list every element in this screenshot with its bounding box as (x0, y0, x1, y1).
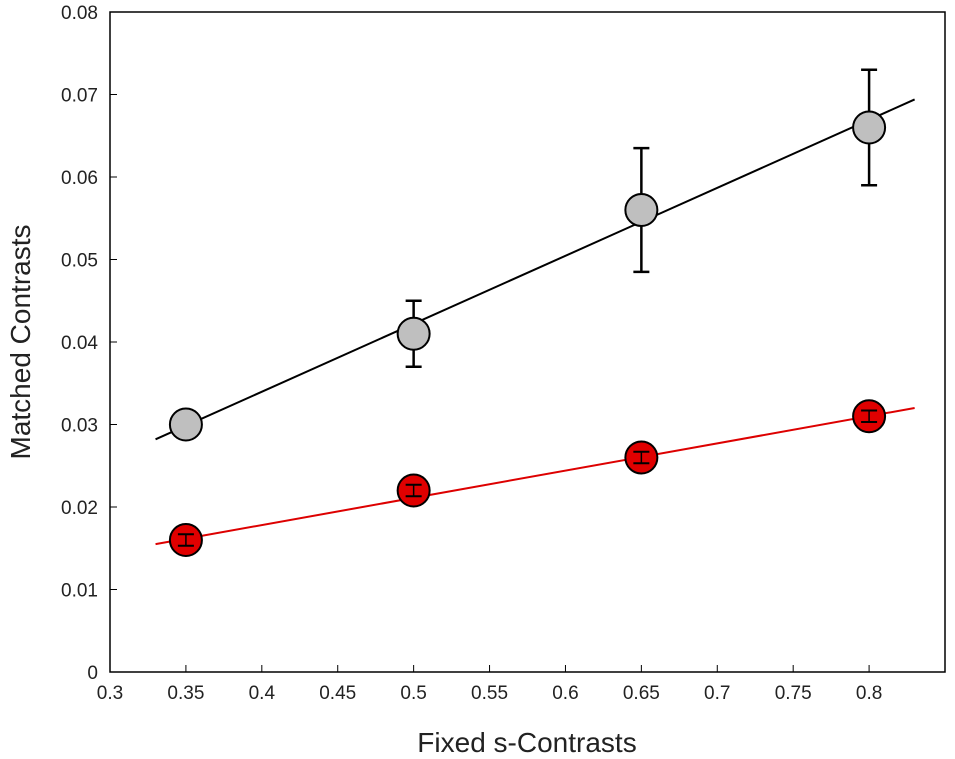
x-tick-label: 0.65 (623, 683, 660, 704)
y-tick-label: 0 (87, 663, 98, 684)
fit-line (155, 407, 915, 546)
x-tick-label: 0.75 (775, 683, 812, 704)
error-bar-overlay (861, 409, 878, 424)
x-tick-label: 0.45 (319, 683, 356, 704)
x-tick-label: 0.35 (167, 683, 204, 704)
x-axis-ticks: 0.3 0.35 0.4 0.45 0.5 0.55 0.6 0.65 0.7 0.75 0.8 (97, 665, 882, 704)
x-tick-label: 0.3 (97, 683, 123, 704)
plot-area (109, 11, 946, 673)
data-point (624, 193, 659, 227)
error-bar-overlay (177, 533, 194, 547)
x-tick-label: 0.8 (856, 683, 882, 704)
y-tick-label: 0.06 (61, 168, 98, 189)
y-tick-label: 0.05 (61, 251, 98, 272)
y-tick-label: 0.04 (61, 333, 98, 354)
data-point (852, 110, 887, 145)
y-axis-ticks: 0 0.01 0.02 0.03 0.04 0.05 0.06 0.07 0.08 (61, 3, 117, 684)
y-tick-label: 0.01 (61, 581, 98, 602)
x-tick-label: 0.6 (552, 683, 578, 704)
fit-line (155, 98, 916, 441)
error-bar-overlay (405, 483, 422, 498)
series-layer (155, 68, 916, 557)
series-2 (155, 399, 915, 557)
y-tick-label: 0.02 (61, 498, 98, 519)
x-axis-title: Fixed s-Contrasts (417, 727, 636, 758)
data-point (168, 407, 203, 442)
x-tick-label: 0.7 (704, 683, 730, 704)
series-1 (155, 68, 916, 442)
x-tick-label: 0.4 (249, 683, 276, 704)
data-point (396, 316, 431, 351)
y-tick-label: 0.07 (61, 86, 98, 107)
y-tick-label: 0.08 (61, 3, 98, 24)
y-tick-label: 0.03 (61, 416, 98, 437)
error-bar-overlay (633, 450, 650, 465)
y-axis-title: Matched Contrasts (5, 225, 36, 460)
x-tick-label: 0.55 (471, 683, 508, 704)
x-tick-label: 0.5 (400, 683, 426, 704)
